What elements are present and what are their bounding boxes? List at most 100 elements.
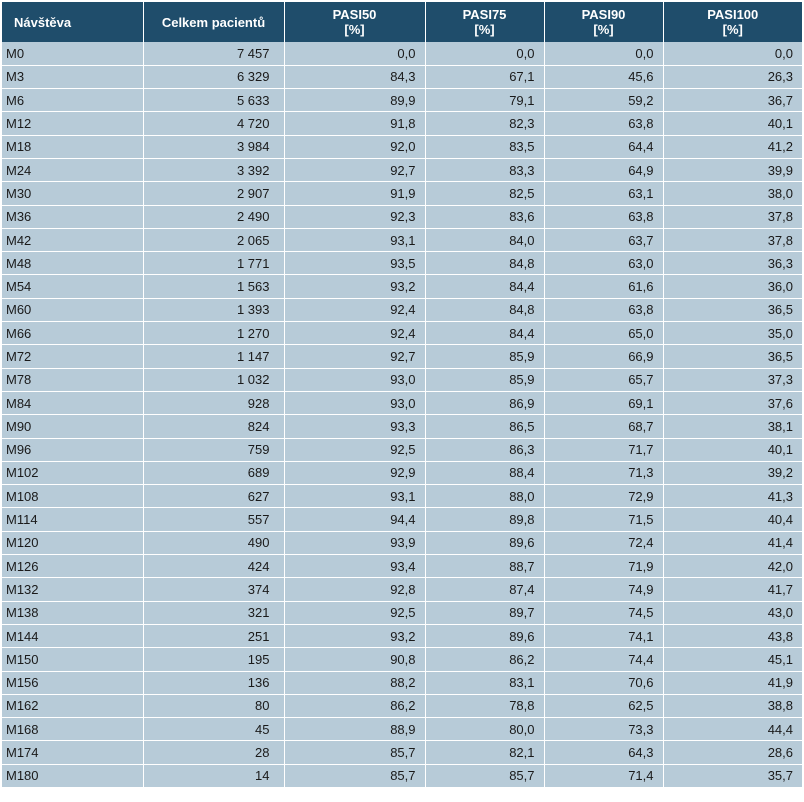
cell-pasi100: 41,4 (663, 531, 802, 556)
table-row: M42 2 065 93,1 84,0 63,7 37,8 (2, 228, 802, 253)
cell-pasi75: 86,5 (425, 414, 545, 439)
cell-pasi100: 36,7 (663, 88, 802, 113)
cell-pasi75: 67,1 (425, 65, 545, 90)
cell-visit: M18 (2, 135, 144, 159)
cell-pasi100: 42,0 (663, 554, 802, 579)
table-row: M6 5 633 89,9 79,1 59,2 36,7 (2, 88, 802, 113)
header-pasi75-unit: [%] (474, 22, 495, 37)
cell-visit: M174 (2, 740, 144, 765)
pasi-response-table: Návštěva Celkem pacientů PASI50 [%] PASI… (2, 2, 802, 789)
cell-visit: M0 (2, 42, 144, 66)
cell-pasi90: 71,9 (544, 554, 664, 579)
header-pasi100-unit: [%] (722, 22, 743, 37)
cell-pasi75: 78,8 (425, 694, 545, 719)
table-row: M180 14 85,7 85,7 71,4 35,7 (2, 764, 802, 789)
header-row: Návštěva Celkem pacientů PASI50 [%] PASI… (2, 2, 802, 42)
table-row: M144 251 93,2 89,6 74,1 43,8 (2, 624, 802, 649)
table-row: M18 3 984 92,0 83,5 64,4 41,2 (2, 135, 802, 159)
cell-pasi90: 63,8 (544, 205, 664, 229)
cell-pasi50: 92,4 (284, 321, 426, 346)
cell-visit: M126 (2, 554, 144, 579)
cell-pasi50: 93,0 (284, 391, 426, 416)
cell-pasi90: 64,4 (544, 135, 664, 159)
cell-pasi50: 93,1 (284, 228, 426, 253)
cell-pasi50: 86,2 (284, 694, 426, 719)
cell-pasi75: 88,7 (425, 554, 545, 579)
cell-visit: M96 (2, 438, 144, 462)
cell-visit: M66 (2, 321, 144, 346)
cell-pasi50: 92,7 (284, 344, 426, 369)
table-row: M54 1 563 93,2 84,4 61,6 36,0 (2, 274, 802, 299)
cell-pasi90: 73,3 (544, 717, 664, 742)
cell-pasi75: 85,9 (425, 344, 545, 369)
cell-pasi90: 70,6 (544, 671, 664, 695)
cell-pasi100: 36,5 (663, 298, 802, 323)
cell-pasi75: 82,5 (425, 181, 545, 206)
cell-pasi50: 92,9 (284, 461, 426, 486)
cell-total-patients: 1 270 (143, 321, 285, 346)
cell-visit: M36 (2, 205, 144, 229)
cell-total-patients: 321 (143, 601, 285, 625)
table-row: M66 1 270 92,4 84,4 65,0 35,0 (2, 321, 802, 346)
cell-pasi75: 86,2 (425, 647, 545, 672)
cell-pasi75: 79,1 (425, 88, 545, 113)
cell-pasi75: 82,1 (425, 740, 545, 765)
cell-visit: M114 (2, 507, 144, 532)
cell-total-patients: 1 563 (143, 274, 285, 299)
cell-pasi90: 66,9 (544, 344, 664, 369)
cell-pasi75: 0,0 (425, 42, 545, 66)
cell-pasi75: 84,0 (425, 228, 545, 253)
cell-pasi75: 83,6 (425, 205, 545, 229)
cell-pasi75: 89,6 (425, 624, 545, 649)
cell-pasi75: 84,4 (425, 274, 545, 299)
cell-pasi50: 92,5 (284, 601, 426, 625)
cell-pasi90: 63,1 (544, 181, 664, 206)
cell-pasi90: 74,4 (544, 647, 664, 672)
cell-pasi100: 35,7 (663, 764, 802, 789)
cell-pasi75: 87,4 (425, 577, 545, 602)
cell-pasi100: 41,9 (663, 671, 802, 695)
header-pasi50-label: PASI50 (332, 7, 377, 22)
cell-visit: M156 (2, 671, 144, 695)
cell-total-patients: 2 065 (143, 228, 285, 253)
cell-pasi90: 71,4 (544, 764, 664, 789)
table-row: M90 824 93,3 86,5 68,7 38,1 (2, 414, 802, 439)
cell-pasi90: 71,3 (544, 461, 664, 486)
cell-visit: M108 (2, 484, 144, 509)
cell-visit: M3 (2, 65, 144, 90)
cell-pasi75: 88,0 (425, 484, 545, 509)
cell-pasi100: 37,3 (663, 368, 802, 392)
cell-visit: M132 (2, 577, 144, 602)
cell-pasi90: 68,7 (544, 414, 664, 439)
cell-pasi100: 37,8 (663, 228, 802, 253)
cell-visit: M102 (2, 461, 144, 486)
cell-pasi50: 94,4 (284, 507, 426, 532)
table-row: M162 80 86,2 78,8 62,5 38,8 (2, 694, 802, 719)
cell-total-patients: 759 (143, 438, 285, 462)
table-row: M36 2 490 92,3 83,6 63,8 37,8 (2, 205, 802, 229)
cell-visit: M54 (2, 274, 144, 299)
cell-pasi100: 38,0 (663, 181, 802, 206)
cell-total-patients: 1 147 (143, 344, 285, 369)
cell-total-patients: 3 984 (143, 135, 285, 159)
cell-pasi50: 85,7 (284, 740, 426, 765)
cell-pasi50: 91,8 (284, 111, 426, 136)
cell-visit: M150 (2, 647, 144, 672)
table-row: M108 627 93,1 88,0 72,9 41,3 (2, 484, 802, 509)
cell-total-patients: 2 907 (143, 181, 285, 206)
cell-total-patients: 6 329 (143, 65, 285, 90)
cell-total-patients: 928 (143, 391, 285, 416)
cell-pasi100: 37,6 (663, 391, 802, 416)
header-pasi100: PASI100 [%] (663, 2, 802, 42)
table-row: M102 689 92,9 88,4 71,3 39,2 (2, 461, 802, 486)
cell-pasi90: 72,4 (544, 531, 664, 556)
table-row: M24 3 392 92,7 83,3 64,9 39,9 (2, 158, 802, 183)
cell-total-patients: 1 032 (143, 368, 285, 392)
header-visit-label: Návštěva (14, 14, 72, 30)
header-pasi90-unit: [%] (593, 22, 614, 37)
cell-pasi100: 40,1 (663, 111, 802, 136)
cell-pasi50: 88,9 (284, 717, 426, 742)
cell-visit: M180 (2, 764, 144, 789)
cell-pasi75: 85,7 (425, 764, 545, 789)
cell-pasi75: 85,9 (425, 368, 545, 392)
